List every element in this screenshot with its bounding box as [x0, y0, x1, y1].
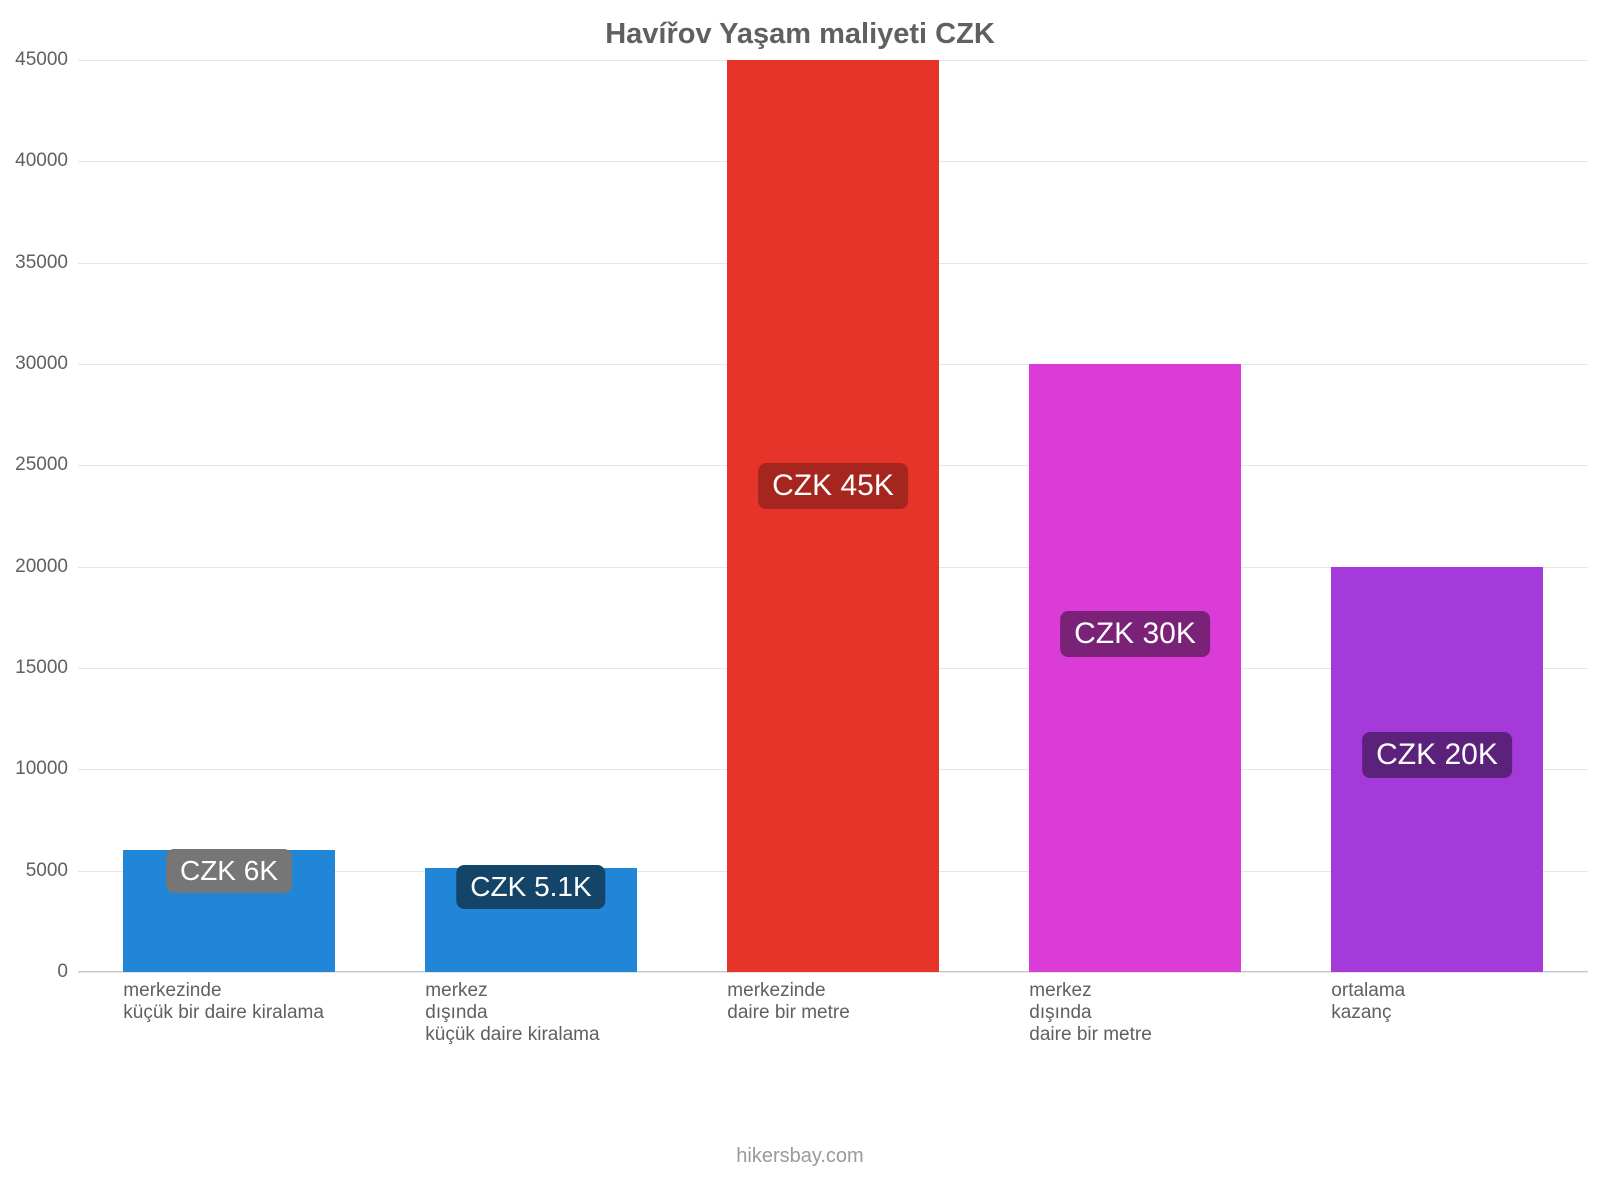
x-category-label: ortalama kazanç	[1331, 980, 1405, 1024]
chart-container: Havířov Yaşam maliyeti CZK 0500010000150…	[0, 0, 1600, 1200]
value-badge: CZK 5.1K	[456, 865, 605, 909]
chart-footer: hikersbay.com	[0, 1145, 1600, 1168]
x-category-label: merkezinde daire bir metre	[727, 980, 850, 1024]
bar	[1029, 364, 1240, 972]
y-tick-label: 5000	[26, 860, 68, 882]
y-tick-label: 0	[57, 961, 68, 983]
value-badge: CZK 45K	[758, 463, 908, 509]
y-tick-label: 25000	[15, 454, 68, 476]
x-category-label: merkez dışında küçük daire kiralama	[425, 980, 599, 1046]
chart-title: Havířov Yaşam maliyeti CZK	[0, 18, 1600, 51]
y-tick-label: 10000	[15, 758, 68, 780]
x-category-label: merkezinde küçük bir daire kiralama	[123, 980, 324, 1024]
y-tick-label: 35000	[15, 252, 68, 274]
y-tick-label: 30000	[15, 353, 68, 375]
bar	[727, 60, 938, 972]
value-badge: CZK 30K	[1060, 611, 1210, 657]
plot-area: 0500010000150002000025000300003500040000…	[78, 60, 1588, 972]
y-tick-label: 20000	[15, 556, 68, 578]
value-badge: CZK 20K	[1362, 732, 1512, 778]
y-tick-label: 15000	[15, 657, 68, 679]
grid-line	[78, 972, 1588, 973]
value-badge: CZK 6K	[166, 849, 292, 893]
y-tick-label: 45000	[15, 49, 68, 71]
x-category-label: merkez dışında daire bir metre	[1029, 980, 1152, 1046]
y-tick-label: 40000	[15, 150, 68, 172]
